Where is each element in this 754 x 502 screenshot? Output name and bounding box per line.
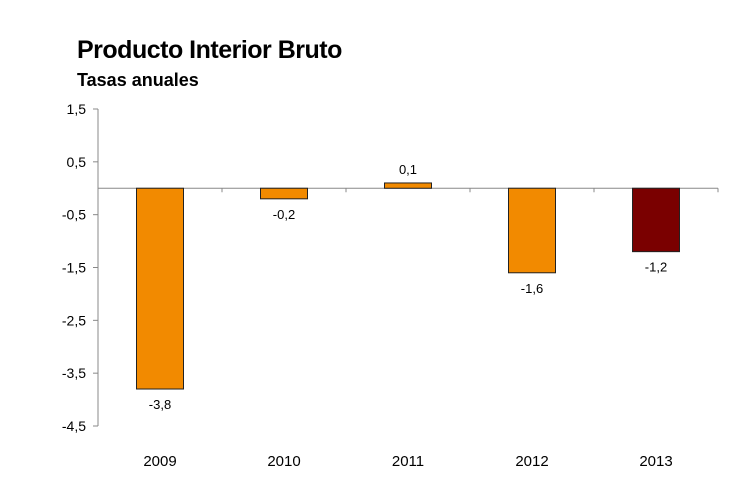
bar-2009 <box>136 187 184 390</box>
bar-2011 <box>384 182 432 189</box>
y-tick-label: -0,5 <box>62 207 86 223</box>
y-tick-label: -4,5 <box>62 418 86 434</box>
chart-title: Producto Interior Bruto <box>77 36 342 64</box>
bars <box>136 182 680 390</box>
data-label-2009: -3,8 <box>149 397 171 412</box>
y-axis: 1,5 0,5 -0,5 -1,5 -2,5 -3,5 -4,5 <box>62 101 99 434</box>
chart-subtitle: Tasas anuales <box>77 70 199 90</box>
bar-2013 <box>632 187 680 253</box>
y-tick-label: -2,5 <box>62 312 86 328</box>
x-tick-label-2011: 2011 <box>392 453 424 470</box>
x-tick-label-2009: 2009 <box>143 453 176 470</box>
data-label-2011: 0,1 <box>399 162 417 177</box>
x-tick-label-2012: 2012 <box>515 453 548 470</box>
bar-2012 <box>508 187 556 274</box>
x-axis: 2009 2010 2011 2012 2013 <box>97 187 719 470</box>
x-tick-label-2010: 2010 <box>267 453 300 470</box>
y-tick-label: -1,5 <box>62 260 86 276</box>
bar-2010 <box>260 187 308 200</box>
data-labels: -3,8 -0,2 0,1 -1,6 -1,2 <box>149 162 667 412</box>
data-label-2010: -0,2 <box>273 207 295 222</box>
data-label-2013: -1,2 <box>645 260 667 275</box>
y-tick-label: 1,5 <box>67 101 87 117</box>
data-label-2012: -1,6 <box>521 281 543 296</box>
y-tick-label: 0,5 <box>67 154 87 170</box>
y-tick-label: -3,5 <box>62 365 86 381</box>
x-tick-label-2013: 2013 <box>639 453 672 470</box>
